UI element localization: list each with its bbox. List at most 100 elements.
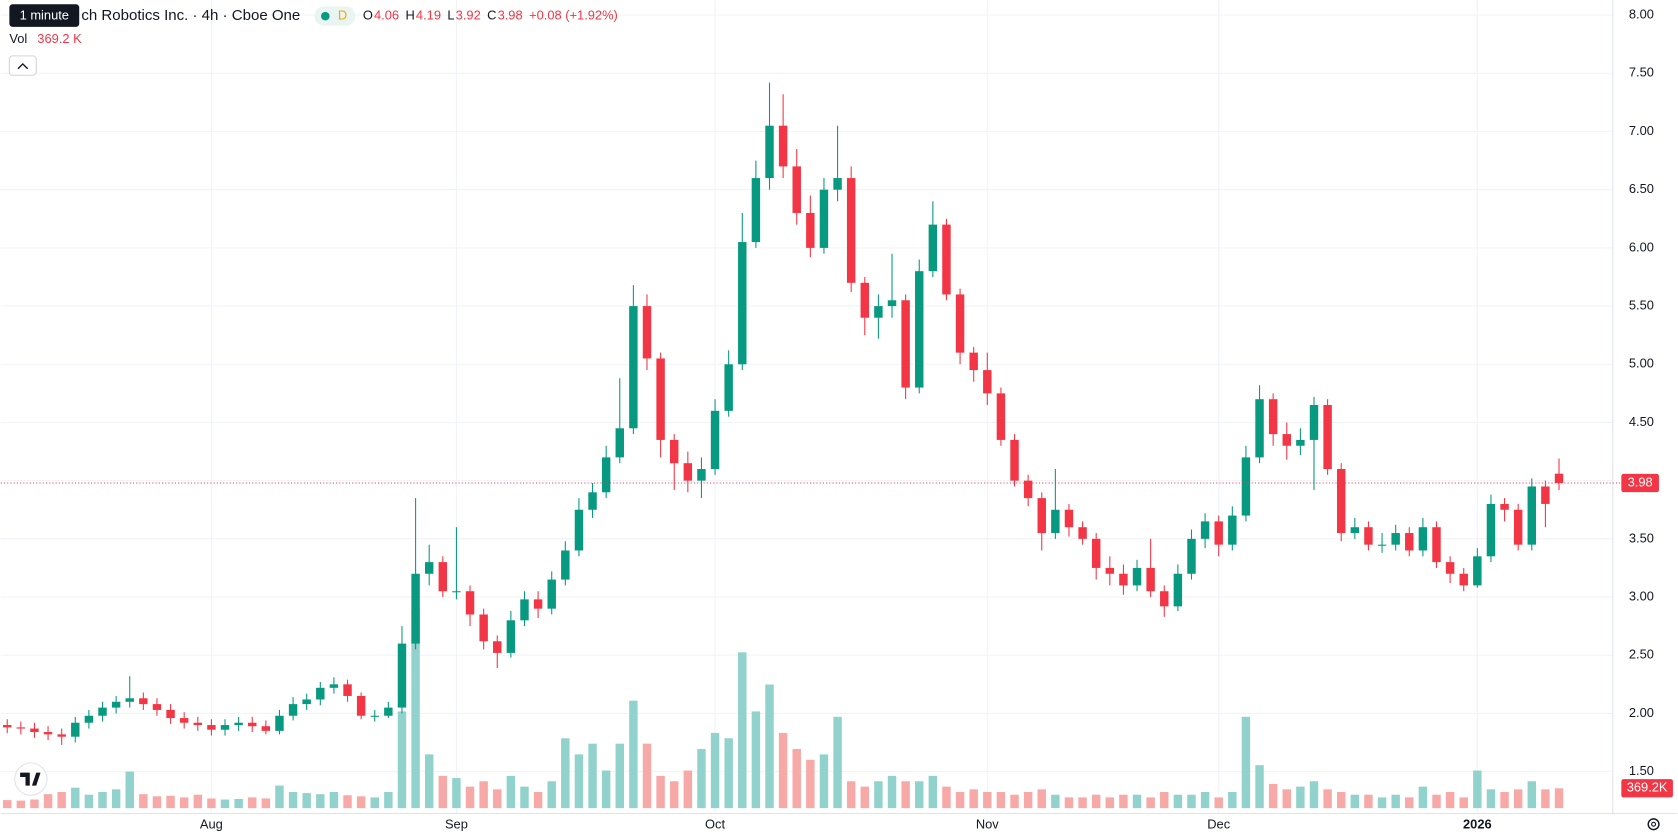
gear-center	[1651, 821, 1657, 827]
candle-body	[928, 224, 938, 272]
volume-bar	[588, 743, 597, 809]
volume-bar	[166, 795, 175, 809]
candle-body	[969, 352, 978, 371]
volume-bar	[30, 799, 39, 809]
legend-key: L	[447, 8, 454, 23]
candle-body	[915, 271, 924, 388]
volume-bar	[234, 798, 243, 809]
candle-body	[1228, 515, 1237, 545]
volume-bar	[1377, 797, 1387, 809]
candle-body	[1377, 544, 1387, 546]
candle-body	[1051, 509, 1060, 534]
candle-body	[588, 492, 597, 510]
volume-bar	[193, 794, 203, 809]
legend-key: O	[363, 8, 373, 23]
volume-bar	[1010, 794, 1019, 809]
candle-body	[43, 732, 53, 735]
legend-value: 4.06	[374, 8, 399, 23]
candle-body	[887, 300, 897, 307]
candle-body	[1119, 573, 1128, 586]
candle-body	[397, 643, 407, 708]
candle-body	[248, 722, 257, 727]
y-tick-label: 2.50	[1629, 647, 1654, 662]
chevron-icon	[17, 62, 29, 70]
settings-icon[interactable]	[1647, 818, 1660, 831]
title: ch Robotics Inc. · 4h · Cboe One	[81, 7, 300, 24]
volume-bar	[942, 786, 951, 809]
x-tick-label: 2026	[1463, 817, 1492, 832]
volume-bar	[1023, 792, 1033, 809]
volume-bar	[1391, 794, 1400, 809]
volume-bar	[765, 684, 774, 809]
collapse-button[interactable]	[8, 55, 37, 76]
candle-body	[629, 306, 638, 429]
volume-bar	[615, 743, 624, 809]
volume-bar	[915, 781, 924, 809]
candle-body	[1323, 405, 1332, 470]
candle-body	[139, 698, 148, 705]
candle-body	[547, 579, 556, 609]
candle-body	[724, 364, 733, 411]
volume-bar	[887, 775, 897, 809]
volume-bar	[424, 754, 434, 809]
volume-bar	[370, 797, 379, 809]
candle-body	[1282, 434, 1291, 446]
volume-bar	[1527, 781, 1537, 809]
candle-body	[792, 166, 801, 213]
header: ch Robotics Inc. · 4h · Cboe One D 1 min…	[8, 4, 618, 76]
tooltip-bg	[9, 4, 80, 27]
gear[interactable]	[1647, 818, 1660, 831]
candle-body	[1187, 538, 1196, 574]
candle-body	[778, 125, 788, 167]
candle-body	[656, 358, 665, 440]
candle-body	[833, 178, 842, 190]
candle-body	[1064, 509, 1074, 528]
volume-bar	[1037, 789, 1046, 809]
legend-value: 3.92	[456, 8, 481, 23]
y-tick-label: 5.50	[1629, 297, 1654, 312]
candle-body	[207, 725, 216, 730]
volume-bar	[411, 609, 420, 809]
x-tick-label: Sep	[445, 817, 468, 832]
candle-body	[1486, 503, 1496, 557]
volume-bar	[1214, 797, 1223, 809]
candle-body	[1445, 562, 1455, 574]
candle-body	[1513, 509, 1523, 545]
candle-body	[983, 370, 992, 394]
candle-body	[806, 212, 815, 248]
x-tick-label: Oct	[705, 817, 725, 832]
candle-body	[738, 242, 747, 365]
volume-bar	[3, 800, 12, 809]
candle-body	[1241, 457, 1251, 516]
x-tick-label: Aug	[200, 817, 223, 832]
candle-body	[942, 224, 951, 295]
volume-bar	[751, 711, 761, 809]
volume-bar	[520, 786, 529, 809]
candle-body	[98, 707, 107, 716]
volume-bar	[833, 716, 842, 809]
candle-body	[193, 722, 203, 726]
candle-body	[765, 125, 774, 179]
candle-body	[316, 687, 325, 700]
price-label: 3.98	[1628, 474, 1653, 489]
volume-bar	[1432, 794, 1441, 809]
volume-bar	[1146, 797, 1155, 809]
volume-bar	[1541, 789, 1550, 809]
candle-body	[302, 699, 311, 705]
y-tick-label: 2.00	[1629, 705, 1654, 720]
volume-bar	[261, 798, 271, 809]
candle-body	[356, 695, 366, 716]
badge-bg	[314, 6, 356, 26]
y-tick-label: 7.00	[1629, 123, 1654, 138]
y-tick-label: 3.50	[1629, 530, 1654, 545]
volume-bar	[928, 775, 938, 809]
volume-bar	[179, 797, 189, 809]
volume-bar	[1364, 794, 1373, 809]
candle-body	[901, 300, 910, 388]
candle-body	[1459, 573, 1468, 586]
volume-bar	[506, 775, 516, 809]
volume-bar	[683, 770, 693, 809]
legend-value: 3.98	[498, 8, 523, 23]
volume-bar	[479, 781, 488, 809]
